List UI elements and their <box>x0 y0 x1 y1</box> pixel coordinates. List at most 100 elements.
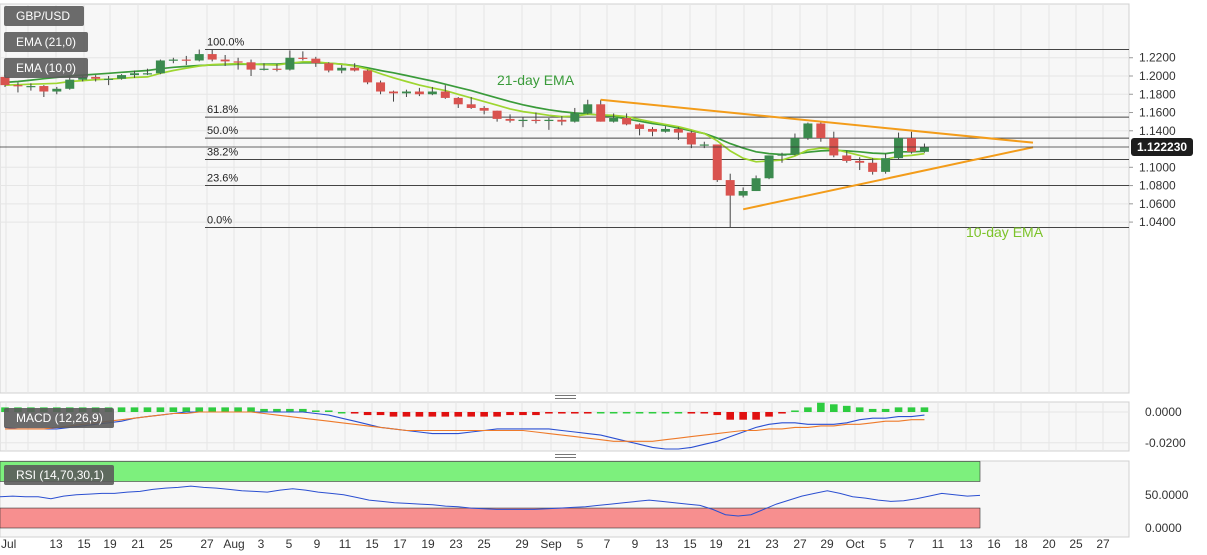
candle <box>777 152 787 163</box>
y-tick-label: 1.1600 <box>1139 106 1176 120</box>
candle <box>855 157 865 171</box>
x-tick-label: 27 <box>200 537 214 551</box>
candle-body <box>52 88 62 92</box>
macd-splitter[interactable] <box>555 395 576 399</box>
candle-body <box>764 155 774 179</box>
candle <box>816 121 826 142</box>
candle <box>13 82 23 93</box>
macd-bar <box>648 412 657 414</box>
candle-body <box>337 67 347 71</box>
candle <box>557 116 567 126</box>
macd-bar <box>596 412 605 414</box>
macd-bar <box>661 412 670 414</box>
macd-bar <box>622 412 631 414</box>
candle-body <box>104 78 114 80</box>
candle-body <box>26 86 36 88</box>
candle <box>376 80 386 95</box>
candle <box>311 56 321 67</box>
candle <box>168 57 178 64</box>
macd-bar <box>324 410 333 412</box>
candle-body <box>531 119 541 122</box>
rsi-badge[interactable]: RSI (14,70,30,1) <box>4 465 114 485</box>
candle-body <box>350 67 360 71</box>
macd-bar <box>182 407 191 412</box>
macd-bar <box>635 412 644 414</box>
x-tick-label: Sep <box>540 537 562 551</box>
macd-bar <box>454 412 463 417</box>
x-tick-label: 17 <box>393 537 407 551</box>
x-tick-label: Oct <box>846 537 865 551</box>
macd-bar <box>842 405 851 412</box>
x-tick-label: 27 <box>1096 537 1110 551</box>
candle <box>596 99 606 122</box>
candle <box>298 51 308 61</box>
x-tick-label: 23 <box>765 537 779 551</box>
candle-body <box>168 59 178 61</box>
macd-bar <box>143 407 152 412</box>
price-panel-bg <box>0 3 1130 394</box>
macd-badge[interactable]: MACD (12,26,9) <box>4 408 114 428</box>
candle-body <box>414 91 424 95</box>
ema21-badge-bg <box>4 32 88 52</box>
candle <box>868 158 878 175</box>
ema21-badge[interactable]: EMA (21,0) <box>4 32 88 52</box>
candle-body <box>401 91 411 94</box>
candle-body <box>130 73 139 76</box>
candle-body <box>285 57 295 70</box>
candle <box>233 57 243 70</box>
candle <box>65 76 75 90</box>
ema10-badge[interactable]: EMA (10,0) <box>4 58 88 78</box>
macd-bar <box>804 407 812 412</box>
x-tick-label: 19 <box>103 537 117 551</box>
candle <box>881 153 891 174</box>
candles <box>0 49 929 228</box>
candle <box>919 143 929 153</box>
candle-body <box>78 76 88 80</box>
candle-body <box>868 162 878 172</box>
y-tick-label: 1.0800 <box>1139 179 1176 193</box>
candle <box>155 59 165 75</box>
macd-bar <box>480 412 488 417</box>
macd-bar <box>402 412 411 417</box>
candle <box>751 175 761 192</box>
candle-body <box>660 128 670 132</box>
fib-label: 100.0% <box>207 37 245 49</box>
candle <box>635 123 645 136</box>
rsi-splitter[interactable] <box>555 454 576 458</box>
candle-body <box>777 154 787 156</box>
macd-bar <box>791 410 799 412</box>
candle-body <box>207 54 217 60</box>
candle <box>91 75 101 82</box>
y-tick-label: 1.1400 <box>1139 124 1176 138</box>
candle <box>570 107 580 123</box>
symbol-badge-bg <box>4 6 84 26</box>
candle <box>648 127 657 137</box>
candle-body <box>272 68 282 70</box>
macd-bar <box>817 402 825 412</box>
candle-body <box>816 123 826 139</box>
candle-body <box>894 138 904 159</box>
macd-bar <box>830 404 838 412</box>
symbol-badge[interactable]: GBP/USD <box>4 6 84 26</box>
candle <box>712 144 722 182</box>
x-tick-label: 9 <box>632 537 639 551</box>
rsi-badge-bg <box>4 465 114 485</box>
macd-bar <box>260 408 268 412</box>
candle-body <box>842 155 852 161</box>
macd-bar <box>312 410 320 412</box>
candle <box>686 130 696 149</box>
macd-bar <box>195 407 204 412</box>
candle <box>363 69 373 85</box>
candle-body <box>466 104 476 108</box>
candle-body <box>194 54 204 61</box>
x-tick-label: 29 <box>515 537 529 551</box>
x-tick-label: 7 <box>908 537 915 551</box>
macd-bar <box>415 412 424 417</box>
x-tick-label: 15 <box>683 537 697 551</box>
candle-body <box>389 91 398 94</box>
y-tick-label: 1.2200 <box>1139 51 1176 65</box>
macd-bar <box>920 407 929 412</box>
x-tick-label: 7 <box>604 537 611 551</box>
macd-bar <box>855 407 864 412</box>
candle-body <box>855 160 865 163</box>
